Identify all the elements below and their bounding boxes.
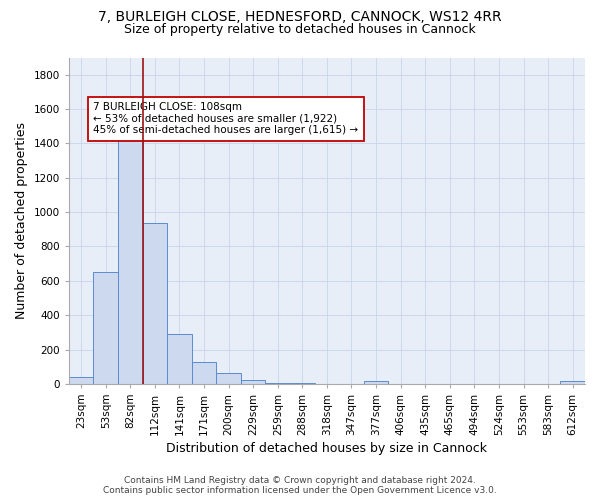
- Text: Size of property relative to detached houses in Cannock: Size of property relative to detached ho…: [124, 22, 476, 36]
- X-axis label: Distribution of detached houses by size in Cannock: Distribution of detached houses by size …: [166, 442, 487, 455]
- Text: 7 BURLEIGH CLOSE: 108sqm
← 53% of detached houses are smaller (1,922)
45% of sem: 7 BURLEIGH CLOSE: 108sqm ← 53% of detach…: [94, 102, 359, 136]
- Bar: [69, 378, 94, 384]
- Text: Contains HM Land Registry data © Crown copyright and database right 2024.
Contai: Contains HM Land Registry data © Crown c…: [103, 476, 497, 495]
- Bar: [118, 128, 143, 384]
- Bar: [94, 272, 118, 384]
- Bar: [265, 383, 290, 384]
- Bar: [364, 381, 388, 384]
- Bar: [143, 224, 167, 384]
- Y-axis label: Number of detached properties: Number of detached properties: [15, 122, 28, 319]
- Bar: [241, 380, 265, 384]
- Bar: [192, 362, 217, 384]
- Bar: [167, 334, 192, 384]
- Bar: [217, 374, 241, 384]
- Bar: [560, 382, 585, 384]
- Text: 7, BURLEIGH CLOSE, HEDNESFORD, CANNOCK, WS12 4RR: 7, BURLEIGH CLOSE, HEDNESFORD, CANNOCK, …: [98, 10, 502, 24]
